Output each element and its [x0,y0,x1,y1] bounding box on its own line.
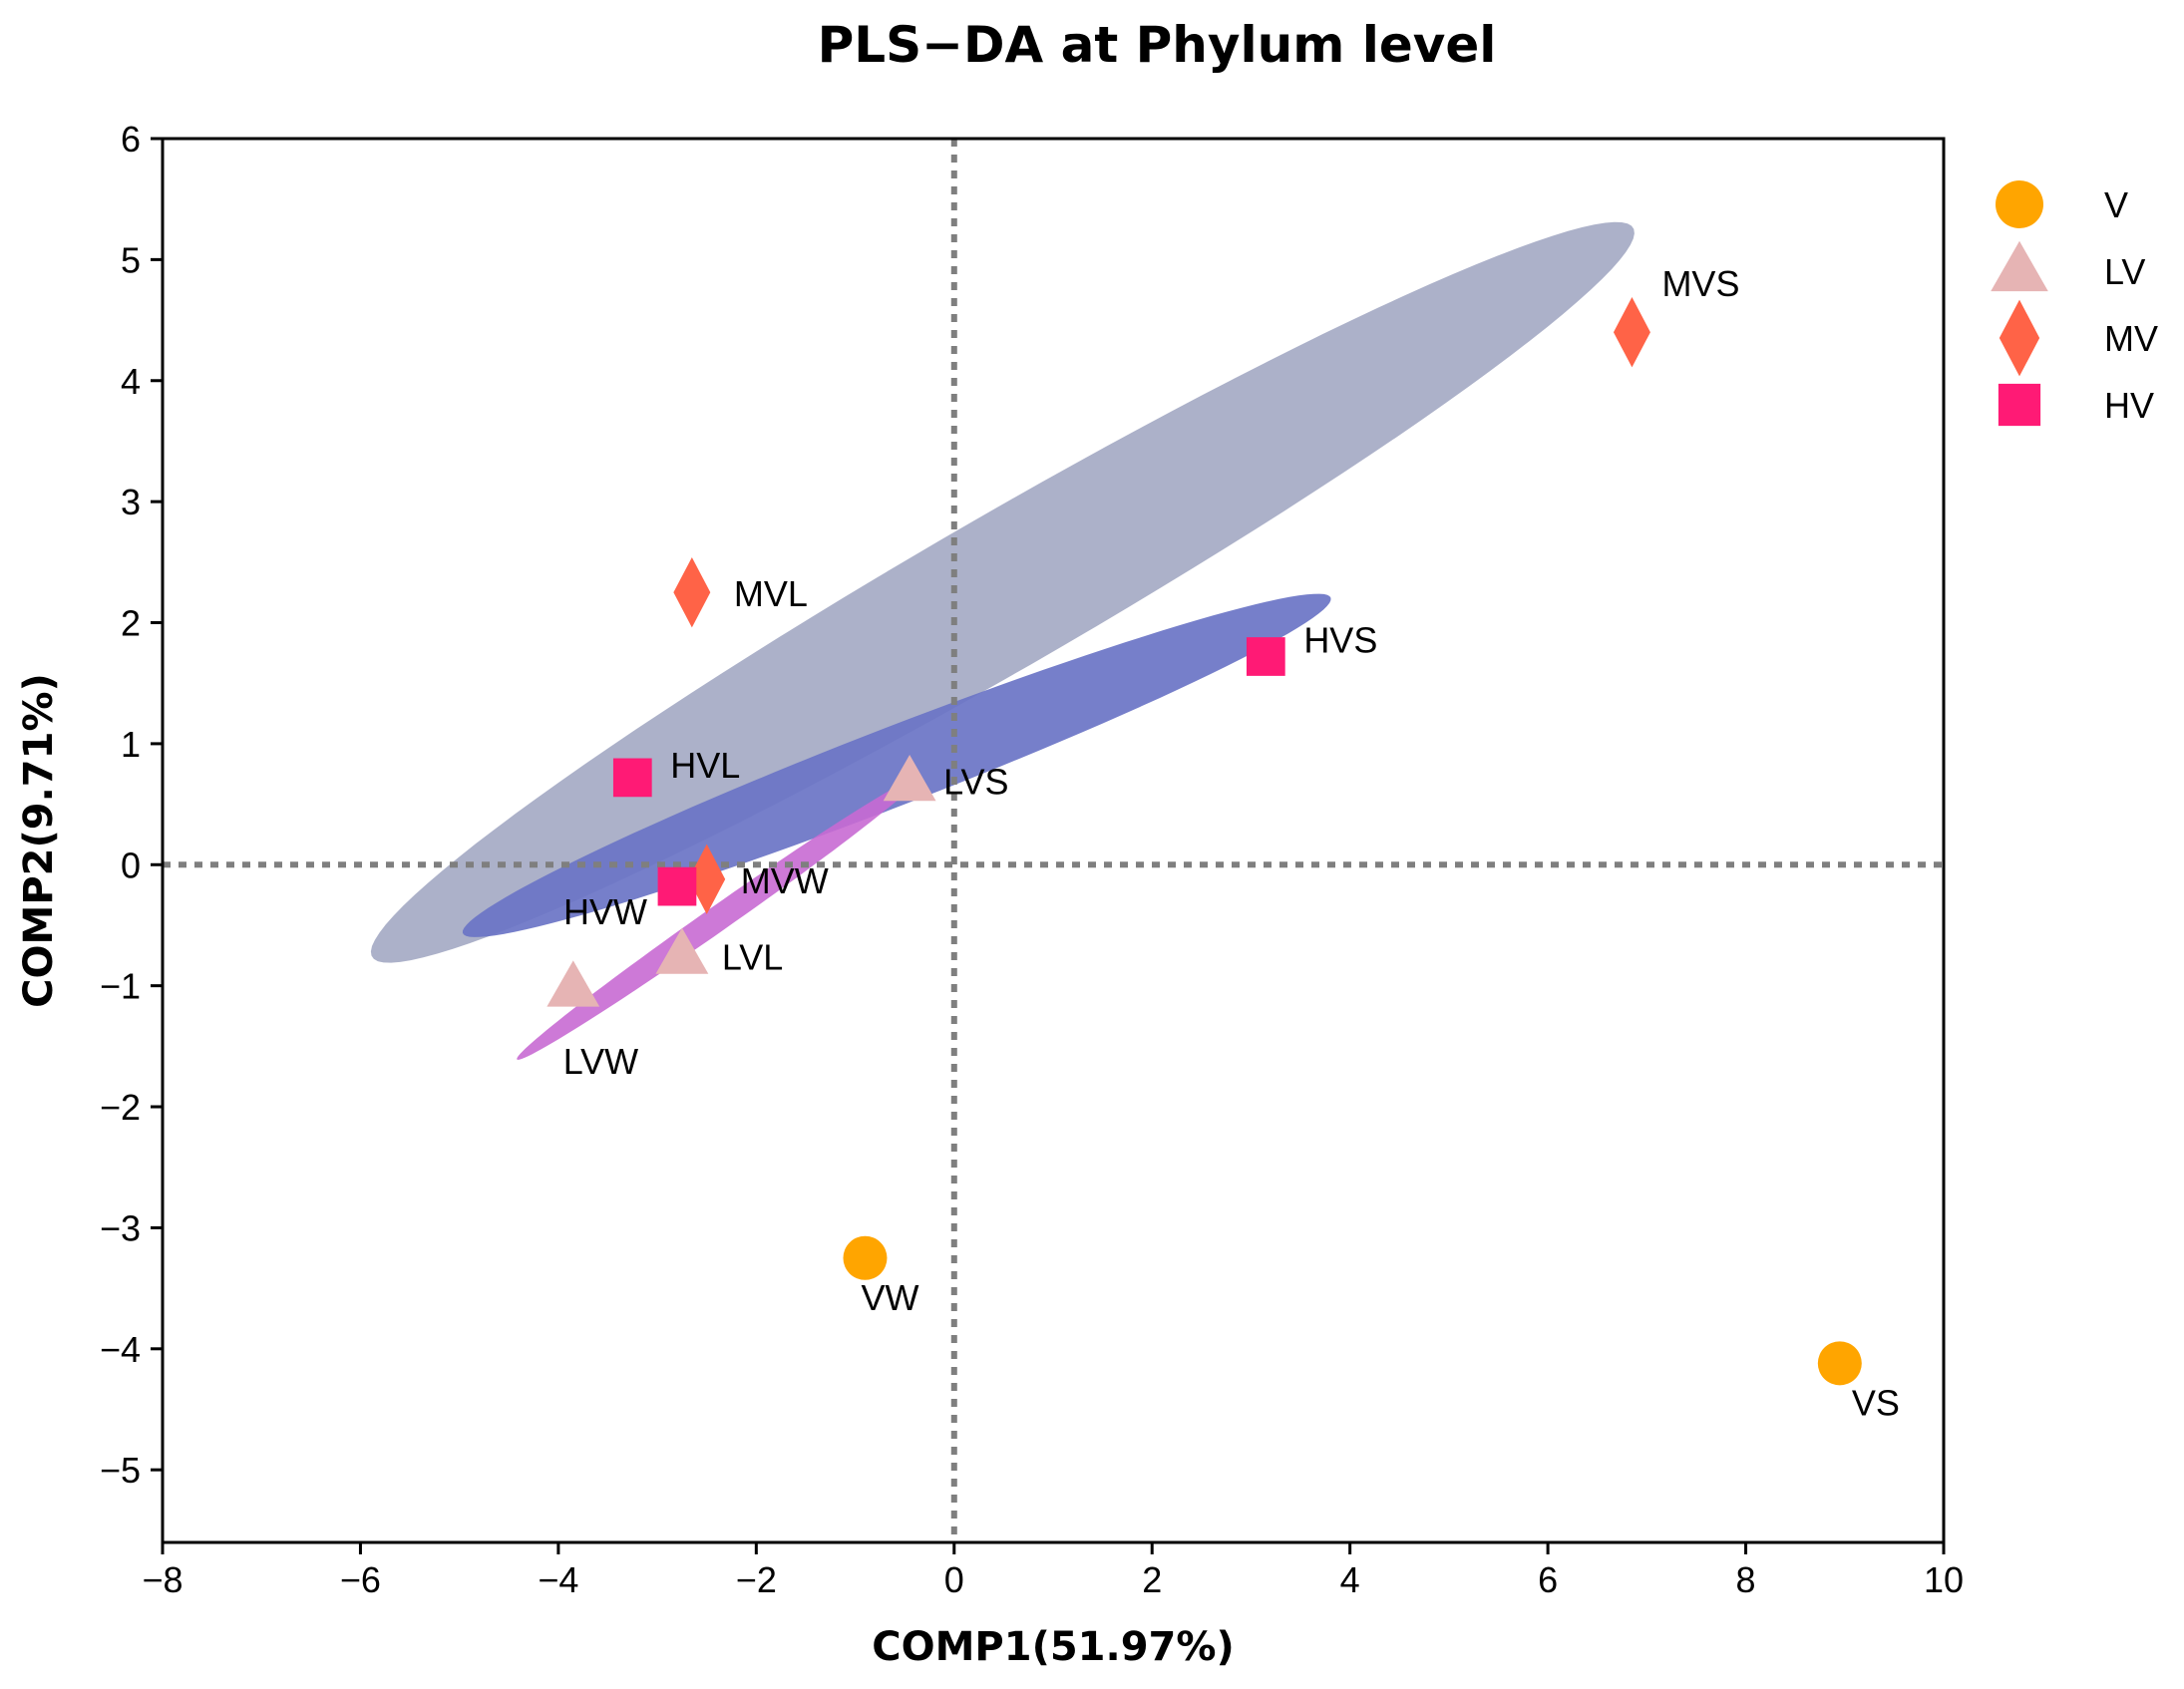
point-mvw [688,844,726,915]
x-tick-label: 4 [1340,1559,1360,1600]
legend-marker-hv [1998,383,2041,427]
point-vw [843,1235,888,1280]
point-lvs [883,755,936,802]
point-hvs [1246,637,1285,676]
y-tick-label: −4 [100,1329,141,1370]
legend-label-hv: HV [2104,385,2154,426]
chart-title: PLS−DA at Phylum level [818,16,1497,74]
point-label-lvs: LVS [943,762,1008,803]
point-hvl [612,758,652,798]
point-label-vs: VS [1852,1382,1900,1423]
point-label-lvl: LVL [722,936,783,977]
reference-lines [163,139,1944,1542]
y-tick-label: −1 [100,966,141,1007]
x-tick-label: −8 [142,1559,182,1600]
point-lvw [546,960,600,1007]
y-tick-label: −2 [100,1087,141,1128]
point-label-vw: VW [861,1277,918,1318]
point-label-lvw: LVW [563,1041,638,1082]
point-label-hvl: HVL [670,745,740,786]
point-mvl [673,556,711,628]
point-label-mvw: MVW [741,860,829,901]
y-tick-label: 6 [121,119,141,160]
ellipse-hv [462,593,1331,937]
point-mvs [1613,297,1650,368]
legend-marker-v [1996,180,2043,228]
y-axis-ticks: 6 5 4 3 2 1 0 −1 −2 −3 −4 −5 [100,119,163,1491]
y-tick-label: 2 [121,603,141,644]
x-axis-title: COMP1(51.97%) [872,1624,1234,1670]
y-tick-label: 1 [121,724,141,765]
y-tick-label: 4 [121,361,141,402]
point-vs [1817,1341,1862,1386]
y-tick-label: −3 [100,1207,141,1248]
y-tick-label: −5 [100,1450,141,1491]
x-tick-label: −6 [340,1559,381,1600]
y-axis-title: COMP2(9.71%) [16,673,62,1008]
point-label-mvs: MVS [1661,263,1739,304]
legend: V LV MV HV [1991,180,2158,427]
x-tick-label: −4 [538,1559,578,1600]
ellipse-lv [517,776,920,1060]
point-lvl [655,927,709,974]
point-label-mvl: MVL [734,573,808,614]
point-label-hvw: HVW [563,891,647,932]
y-tick-label: 5 [121,239,141,280]
y-tick-label: 3 [121,482,141,522]
x-tick-label: 6 [1538,1559,1558,1600]
x-tick-label: 10 [1924,1559,1964,1600]
point-label-hvs: HVS [1303,620,1377,661]
legend-label-v: V [2104,184,2128,225]
point-hvw [657,866,697,906]
x-tick-label: 2 [1142,1559,1162,1600]
y-tick-label: 0 [121,844,141,885]
x-tick-label: 8 [1736,1559,1756,1600]
x-tick-label: −2 [736,1559,777,1600]
legend-marker-mv [1999,299,2040,377]
legend-label-mv: MV [2104,318,2158,359]
x-tick-label: 0 [944,1559,964,1600]
plot-frame [161,137,1946,1544]
data-points [546,297,1862,1386]
legend-label-lv: LV [2104,251,2145,292]
x-axis-ticks: −8 −6 −4 −2 0 2 4 6 8 10 [142,1542,1964,1600]
legend-marker-lv [1991,240,2048,292]
ellipse-mv [370,221,1635,963]
confidence-ellipses [370,221,1635,1060]
point-labels: VW VS LVS LVL LVW MVS MVL MVW HVS HVL HVW [563,263,1900,1423]
